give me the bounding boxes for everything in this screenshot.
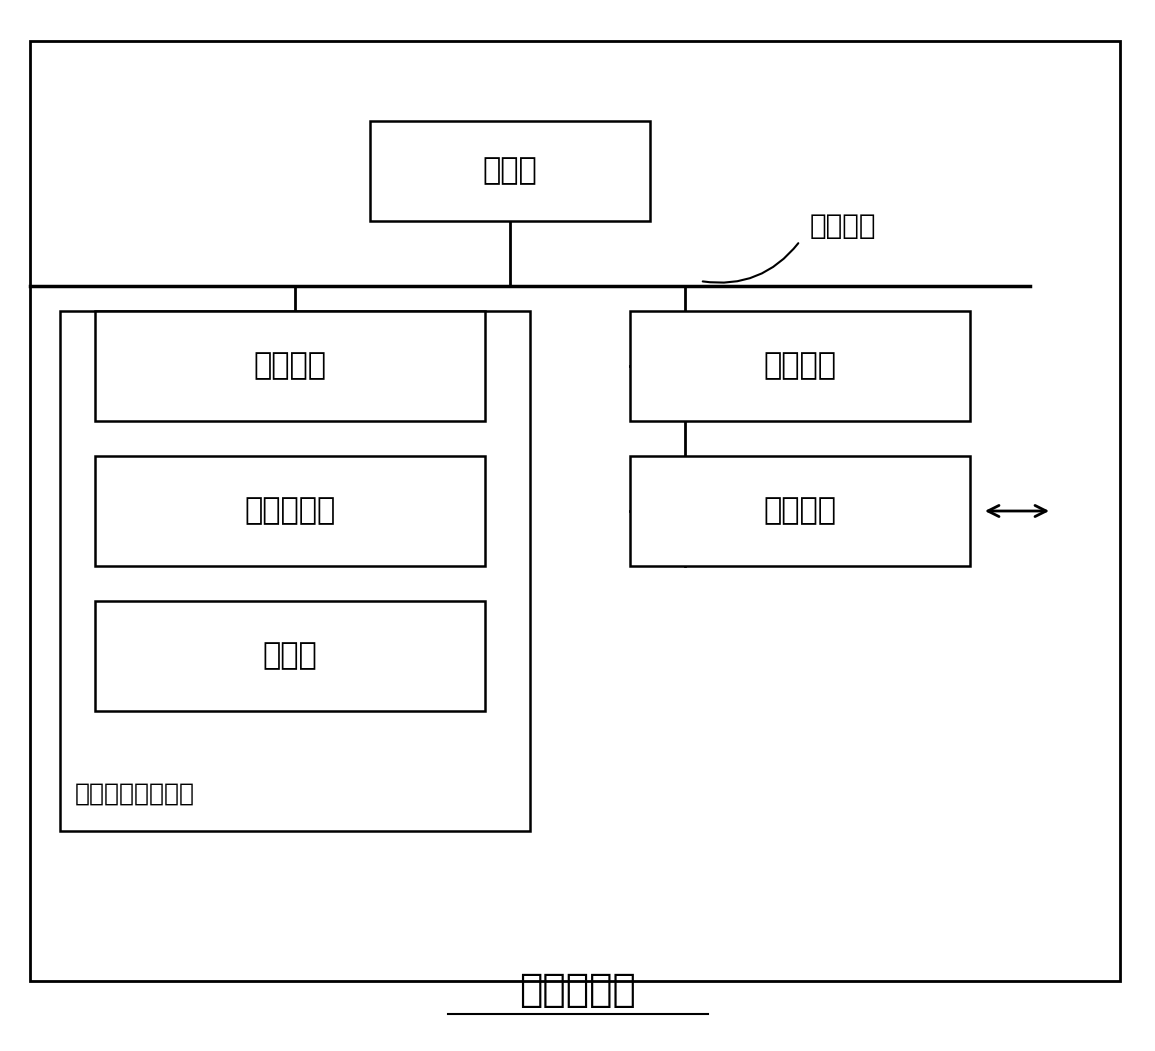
Text: 非易失性存储介质: 非易失性存储介质	[75, 782, 195, 806]
Text: 计算机程序: 计算机程序	[245, 496, 336, 526]
Text: 处理器: 处理器	[483, 157, 537, 185]
FancyBboxPatch shape	[370, 121, 650, 221]
Text: 操作系统: 操作系统	[253, 351, 327, 380]
Text: 系统总线: 系统总线	[810, 212, 877, 240]
FancyBboxPatch shape	[60, 311, 530, 831]
Text: 数据库: 数据库	[262, 641, 318, 671]
FancyBboxPatch shape	[629, 456, 970, 566]
FancyBboxPatch shape	[95, 311, 485, 421]
FancyBboxPatch shape	[95, 601, 485, 710]
Text: 内存储器: 内存储器	[763, 351, 836, 380]
FancyBboxPatch shape	[629, 311, 970, 421]
Text: 网络接口: 网络接口	[763, 496, 836, 526]
Text: 计算机设备: 计算机设备	[519, 971, 636, 1009]
FancyBboxPatch shape	[95, 456, 485, 566]
